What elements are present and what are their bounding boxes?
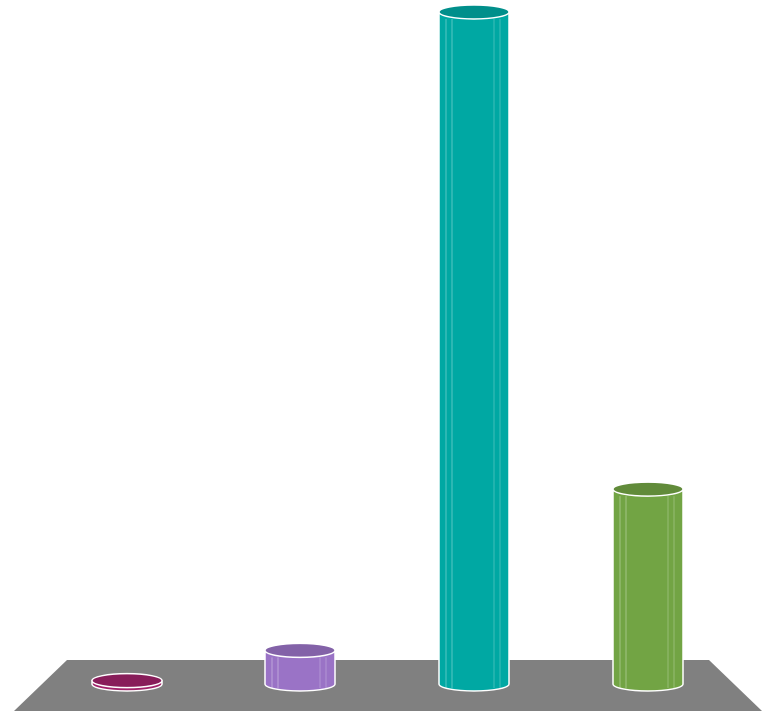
bar-4	[612, 481, 684, 692]
chart-floor	[14, 660, 762, 711]
bar-2	[264, 642, 336, 692]
bar-3-top	[438, 4, 510, 20]
bar-1-top	[91, 672, 163, 689]
bar-4-top	[612, 481, 684, 497]
bar-2-top	[264, 642, 336, 659]
bar-3	[438, 4, 510, 692]
bar-3-body	[438, 11, 510, 692]
bar-2-body	[264, 649, 336, 692]
bar-1	[91, 672, 163, 692]
bar-4-body	[612, 488, 684, 692]
bar-series	[91, 4, 684, 692]
